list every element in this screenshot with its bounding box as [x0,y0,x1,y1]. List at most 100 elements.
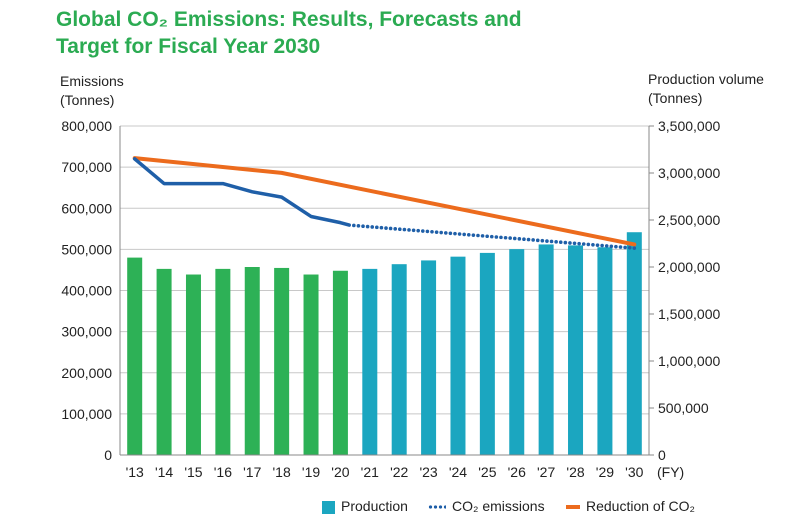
co2-forecast-dot [402,227,407,232]
co2-forecast-dot [586,242,591,247]
reduction-line [132,156,637,247]
bar [391,264,407,455]
bar [626,232,642,455]
y-left-tick-label: 600,000 [61,200,112,216]
co2-forecast-dot [448,231,453,236]
legend-production: Production [322,497,408,515]
bar [450,256,466,455]
x-tick-label: '25 [478,464,496,480]
co2-forecast-dot [614,244,618,249]
bar [568,245,584,455]
co2-forecast-dot [623,245,627,250]
x-tick-label: '29 [596,464,614,480]
co2-forecast-dot [526,237,531,242]
co2-forecast-dot [568,241,572,245]
co2-forecast-dot [609,244,614,249]
co2-forecast-dot [471,233,476,237]
x-tick-label: '28 [566,464,584,480]
co2-forecast-dot [476,233,480,238]
co2-forecast-dot [591,242,595,247]
co2-forecast-dot [581,242,586,246]
y-right-tick-label: 1,000,000 [658,353,720,369]
y-left-tick-label: 700,000 [61,159,112,175]
x-tick-label: '22 [390,464,408,480]
co2-forecast-dot [554,240,558,244]
co2-forecast-dot [365,224,370,229]
y-right-tick-label: 3,000,000 [658,165,720,181]
bar [303,274,319,455]
y-right-tick-label: 2,500,000 [658,212,720,228]
bar [156,268,172,455]
co2-forecast-dot [577,241,581,246]
y-right-tick-label: 500,000 [658,400,709,416]
legend-co2-label: CO₂ emissions [452,498,545,514]
co2-forecast-dot [600,243,604,248]
co2-forecast-dot [370,225,375,229]
y-axis-left-label-line1: Emissions [60,73,124,89]
y-right-tick-label: 2,000,000 [658,259,720,275]
co2-forecast-dot [489,234,494,239]
co2-forecast-dot [457,232,462,236]
co2-forecast-dot [352,223,356,228]
co2-forecast-dot [572,241,577,246]
x-tick-label: '14 [155,464,173,480]
x-tick-label: '16 [214,464,232,480]
co2-forecast-dot [443,231,448,235]
legend-co2-swatch [428,505,446,510]
co2-forecast-dot [595,243,600,247]
x-tick-label: '24 [449,464,467,480]
x-tick-label: '27 [537,464,555,480]
bar [274,267,290,455]
co2-forecast-dot [545,239,549,243]
co2-forecast-dot [549,239,554,244]
chart-title: Global CO₂ Emissions: Results, Forecasts… [56,8,522,58]
x-tick-label: '21 [361,464,379,480]
co2-forecast-dot [499,235,503,240]
co2-emissions-line [132,157,351,227]
y-left-tick-label: 500,000 [61,241,112,257]
co2-forecast-dot [494,235,499,239]
bar [244,267,260,455]
x-tick-label: '26 [508,464,526,480]
y-left-tick-label: 0 [104,447,112,463]
legend-co2-emissions: CO₂ emissions [428,497,545,515]
co2-forecast-dot [434,230,439,234]
co2-forecast-dot [485,234,489,239]
x-tick-label: '17 [243,464,261,480]
co2-forecast-dot [604,244,609,248]
co2-forecast-dot [425,229,430,234]
co2-forecast-dot [398,227,402,231]
co2-forecast-dot [522,237,526,242]
x-tick-label: '20 [331,464,349,480]
bar [215,268,231,455]
co2-forecast-dot [632,246,637,250]
co2-forecast-dot [430,229,434,234]
co2-forecast-dot [480,234,485,238]
co2-forecast-dot [384,226,388,230]
x-axis-label: (FY) [657,464,684,480]
y-axis-right-label-line2: (Tonnes) [648,90,703,106]
x-tick-label: '15 [184,464,202,480]
legend-reduction-swatch [566,505,580,510]
co2-forecast-dot [508,236,512,240]
co2-forecast-dot [503,235,508,240]
co2-forecast-dot [411,228,416,233]
y-right-tick-label: 1,500,000 [658,306,720,322]
x-tick-label: '23 [419,464,437,480]
x-tick-label: '30 [625,464,643,480]
y-right-tick-label: 0 [658,447,666,463]
co2-forecast-dot [517,237,522,241]
co2-forecast-dot [512,236,517,241]
bar [362,268,378,455]
bar [127,257,143,455]
y-right-tick-label: 3,500,000 [658,118,720,134]
co2-forecast-dot [558,240,563,244]
co2-forecast-dot [388,226,393,231]
bar [509,249,525,455]
co2-forecast-dot [531,238,535,242]
bar [479,252,495,455]
co2-forecast-dot [563,240,568,245]
co2-forecast-dot [361,224,365,229]
co2-forecast-dot [416,228,421,233]
co2-forecast-dot [466,232,471,237]
